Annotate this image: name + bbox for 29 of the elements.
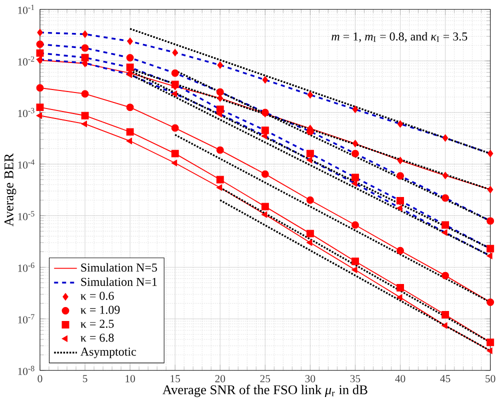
legend-label: Simulation N=1 xyxy=(81,278,157,286)
annotation: m = 1, m$_{I}$ = 0.8, and κ$_{I}$ = 3.5 xyxy=(332,32,468,42)
x-tick-label: 10 xyxy=(126,375,135,382)
legend-label: κ = 2.5 xyxy=(80,320,114,328)
legend-label: Simulation N=5 xyxy=(81,263,157,272)
x-tick-label: 0 xyxy=(38,375,42,382)
y-axis-title: Average BER xyxy=(4,153,16,227)
y-tick-label: 10$^{-4}$ xyxy=(18,160,34,169)
x-tick-label: 25 xyxy=(260,375,270,382)
y-tick-label: 10$^{-3}$ xyxy=(18,108,34,118)
y-tick-label: 10$^{-5}$ xyxy=(18,211,34,220)
y-tick-label: 10$^{-2}$ xyxy=(18,56,34,66)
y-tick-label: 10$^{-1}$ xyxy=(18,4,34,14)
x-tick-label: 30 xyxy=(305,375,316,382)
y-tick-label: 10$^{-7}$ xyxy=(18,314,34,324)
x-tick-label: 40 xyxy=(395,375,406,382)
x-tick-label: 5 xyxy=(82,375,88,382)
legend-label: κ = 1.09 xyxy=(80,306,120,314)
legend-label: κ = 0.6 xyxy=(80,292,114,300)
x-tick-label: 20 xyxy=(215,375,226,382)
x-tick-label: 35 xyxy=(350,375,360,382)
x-tick-label: 15 xyxy=(170,375,180,382)
legend-label: Asymptotic xyxy=(80,348,136,358)
y-tick-label: 10$^{-6}$ xyxy=(18,262,34,272)
y-tick-label: 10$^{-8}$ xyxy=(18,366,34,376)
x-tick-label: 50 xyxy=(486,375,496,382)
x-tick-label: 45 xyxy=(440,375,450,382)
legend-label: κ = 6.8 xyxy=(80,334,114,342)
x-axis-title: Average SNR of the FSO link μ$_{r}$ in dB xyxy=(162,384,368,398)
